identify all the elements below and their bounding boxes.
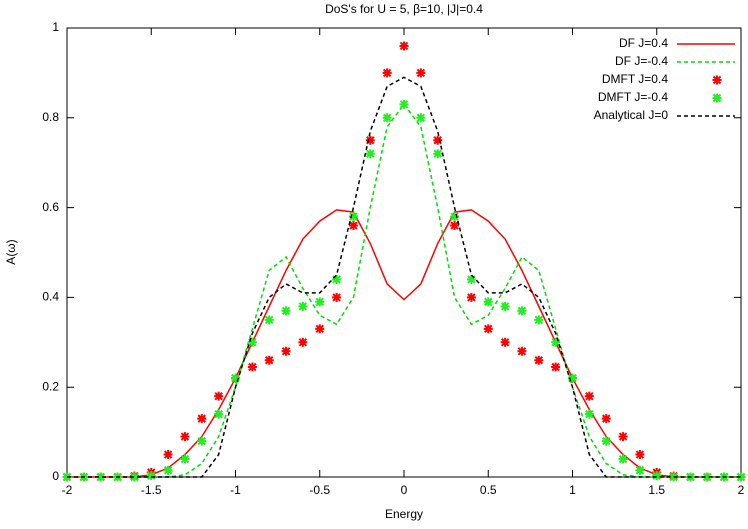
data-point (382, 68, 392, 78)
data-point (534, 315, 544, 325)
data-point (517, 346, 527, 356)
data-point (365, 149, 375, 159)
data-point (146, 471, 156, 481)
data-point (163, 450, 173, 460)
data-point (450, 212, 460, 222)
x-tick-label: -0.5 (309, 483, 330, 497)
data-point (534, 355, 544, 365)
data-point (348, 221, 358, 231)
data-point (601, 414, 611, 424)
x-tick-label: 0 (401, 483, 408, 497)
data-point (416, 68, 426, 78)
data-point (584, 409, 594, 419)
x-tick-label: 2 (738, 483, 745, 497)
y-tick-label: 0.4 (42, 290, 59, 304)
data-point (348, 212, 358, 222)
data-point (433, 135, 443, 145)
data-point (399, 99, 409, 109)
data-point (247, 337, 257, 347)
data-point (315, 297, 325, 307)
data-point (180, 432, 190, 442)
x-tick-label: 0.5 (480, 483, 497, 497)
x-axis-label: Energy (385, 507, 423, 521)
series-line (67, 103, 741, 478)
y-axis-label: A(ω) (4, 239, 18, 264)
legend-label: DMFT J=0.4 (602, 72, 668, 86)
data-point (601, 436, 611, 446)
data-point (247, 362, 257, 372)
x-tick-label: 1 (569, 483, 576, 497)
data-point (551, 362, 561, 372)
data-point (365, 135, 375, 145)
data-point (517, 306, 527, 316)
x-tick-label: -1 (230, 483, 241, 497)
y-tick-label: 0 (52, 469, 59, 483)
data-point (618, 432, 628, 442)
y-tick-label: 0.6 (42, 200, 59, 214)
data-point (197, 436, 207, 446)
data-point (332, 292, 342, 302)
data-point (315, 324, 325, 334)
data-point (702, 472, 712, 482)
legend-label: DF J=0.4 (619, 36, 668, 50)
data-point (568, 373, 577, 383)
legend-marker (712, 93, 722, 103)
data-point (466, 292, 476, 302)
data-point (450, 221, 460, 231)
y-tick-label: 1 (52, 20, 59, 34)
series-line (67, 209, 741, 478)
data-point (332, 274, 342, 284)
data-point (96, 472, 106, 482)
data-point (551, 337, 561, 347)
data-point (399, 41, 409, 51)
data-point (163, 465, 173, 475)
data-point (382, 113, 392, 123)
data-point (197, 414, 207, 424)
legend-label: DF J=-0.4 (615, 54, 668, 68)
data-point (635, 465, 645, 475)
data-point (214, 391, 224, 401)
data-point (483, 324, 493, 334)
data-point (264, 355, 274, 365)
data-point (618, 454, 628, 464)
data-point (281, 306, 291, 316)
data-point (635, 450, 645, 460)
data-point (416, 113, 426, 123)
data-point (433, 149, 443, 159)
data-point (483, 297, 493, 307)
y-tick-label: 0.2 (42, 379, 59, 393)
data-point (466, 274, 476, 284)
data-point (652, 471, 662, 481)
data-point (180, 454, 190, 464)
data-point (736, 472, 746, 482)
legend-marker (712, 75, 722, 85)
data-point (231, 373, 240, 383)
x-tick-label: -1.5 (141, 483, 162, 497)
series-line (67, 76, 741, 478)
data-point (129, 472, 139, 482)
x-tick-label: -2 (62, 483, 73, 497)
legend-label: Analytical J=0 (594, 108, 669, 122)
data-point (500, 337, 510, 347)
data-point (264, 315, 274, 325)
data-point (214, 409, 224, 419)
data-point (281, 346, 291, 356)
x-tick-label: 1.5 (648, 483, 665, 497)
legend-label: DMFT J=-0.4 (598, 90, 668, 104)
data-point (298, 301, 308, 311)
data-point (500, 301, 510, 311)
chart-title: DoS's for U = 5, β=10, |J|=0.4 (325, 2, 483, 16)
data-point (584, 391, 594, 401)
data-point (298, 337, 308, 347)
y-tick-label: 0.8 (42, 110, 59, 124)
